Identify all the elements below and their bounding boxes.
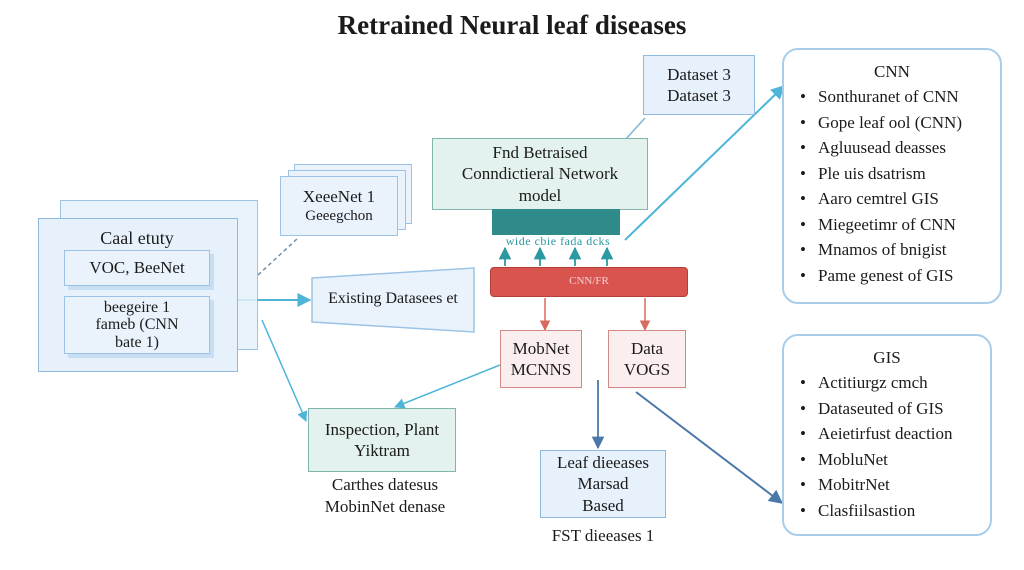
data-vogs-line-2: VOGS [623,360,671,379]
case-inner-box-2: beegeire 1 fameb (CNN bate 1) [64,296,210,354]
case-inner-1-line: VOC, BeeNet [89,258,185,278]
teal-labels: wide cbie fada dcks [505,234,611,248]
cnn-panel-title: CNN [874,62,910,81]
case-inner-2-line-1: beegeire 1 [103,298,171,316]
diagram-title: Retrained Neural leaf diseases [337,10,687,40]
cnn-item: Mnamos of bnigist [800,237,1000,263]
inspection-line-2: Yiktram [354,441,410,460]
inspection-line-1: Inspection, Plant [324,419,440,439]
pretrained-model-box: Fnd Betraised Conndictieral Network mode… [432,138,648,210]
cnn-item: Sonthuranet of CNN [800,84,1000,110]
dataset-box: Dataset 3 Dataset 3 [643,55,755,115]
model-block [492,209,620,235]
leaf-caption: FST dieeases 1 [551,526,655,545]
arrow-dataset-pretrained [624,117,646,141]
case-study-title: Caal etuty [100,228,174,248]
gis-item: MobluNet [800,447,990,473]
cnn-item: Miegeetimr of CNN [800,212,1000,238]
gis-item: MobitrNet [800,472,990,498]
cnn-item: Agluusead deasses [800,135,1000,161]
gis-panel-list: Actitiurgz cmch Dataseuted of GIS Aeieti… [800,370,990,523]
mobilenet-line-1: MobNet [512,338,570,358]
leaf-diseases-box: Leaf dieeases Marsad Based [540,450,666,518]
xeeenet-line-2: Geeegchon [305,208,373,225]
gis-panel: GIS Actitiurgz cmch Dataseuted of GIS Ae… [782,334,992,536]
cnn-item: Pame genest of GIS [800,263,1000,289]
cnn-panel-list: Sonthuranet of CNN Gope leaf ool (CNN) A… [800,84,1000,288]
existing-datasets-label: Existing Datasees et [328,290,458,307]
data-vogs-box: Data VOGS [608,330,686,388]
inspection-box: Inspection, Plant Yiktram [308,408,456,472]
cnn-panel: CNN Sonthuranet of CNN Gope leaf ool (CN… [782,48,1002,304]
red-bar-label: CNN/FR [569,275,609,288]
xeeenet-line-1: XeeeNet 1 [302,187,376,206]
inspection-caption-2: MobinNet denase [324,497,446,516]
arrow-data-gis [635,391,784,504]
arrow-case-inspection [261,319,308,422]
gis-item: Aeietirfust deaction [800,421,990,447]
arrow-to-cnn-panel [624,85,786,241]
cnn-red-bar: CNN/FR [490,267,688,297]
data-vogs-line-1: Data [630,338,664,358]
mobilenet-box: MobNet MCNNS [500,330,582,388]
case-inner-2-line-3: bate 1) [115,333,159,351]
pretrained-line-3: model [518,185,562,205]
pretrained-line-2: Conndictieral Network [461,164,619,184]
xeeenet-box: XeeeNet 1 Geeegchon [280,176,398,236]
inspection-caption-1: Carthes datesus [331,475,439,494]
arrow-mobilenet-inspection [394,364,501,409]
dashed-connector [257,237,299,276]
dataset-line-1: Dataset 3 [667,64,731,84]
dataset-line-2: Dataset 3 [667,86,731,105]
cnn-item: Ple uis dsatrism [800,161,1000,187]
leaf-line-2: Marsad [577,474,629,494]
mobilenet-line-2: MCNNS [510,360,572,379]
pretrained-line-1: Fnd Betraised [492,143,588,163]
case-inner-box-1: VOC, BeeNet [64,250,210,286]
leaf-line-3: Based [582,495,624,515]
cnn-item: Gope leaf ool (CNN) [800,110,1000,136]
inspection-caption: Carthes datesus MobinNet denase [300,474,470,518]
gis-item: Actitiurgz cmch [800,370,990,396]
gis-panel-title: GIS [873,348,901,367]
cnn-item: Aaro cemtrel GIS [800,186,1000,212]
gis-item: Dataseuted of GIS [800,396,990,422]
existing-trapezoid [311,267,475,333]
case-inner-2-line-2: fameb (CNN [95,316,179,334]
leaf-line-1: Leaf dieeases [556,453,650,473]
gis-item: Clasfiilsastion [800,498,990,524]
